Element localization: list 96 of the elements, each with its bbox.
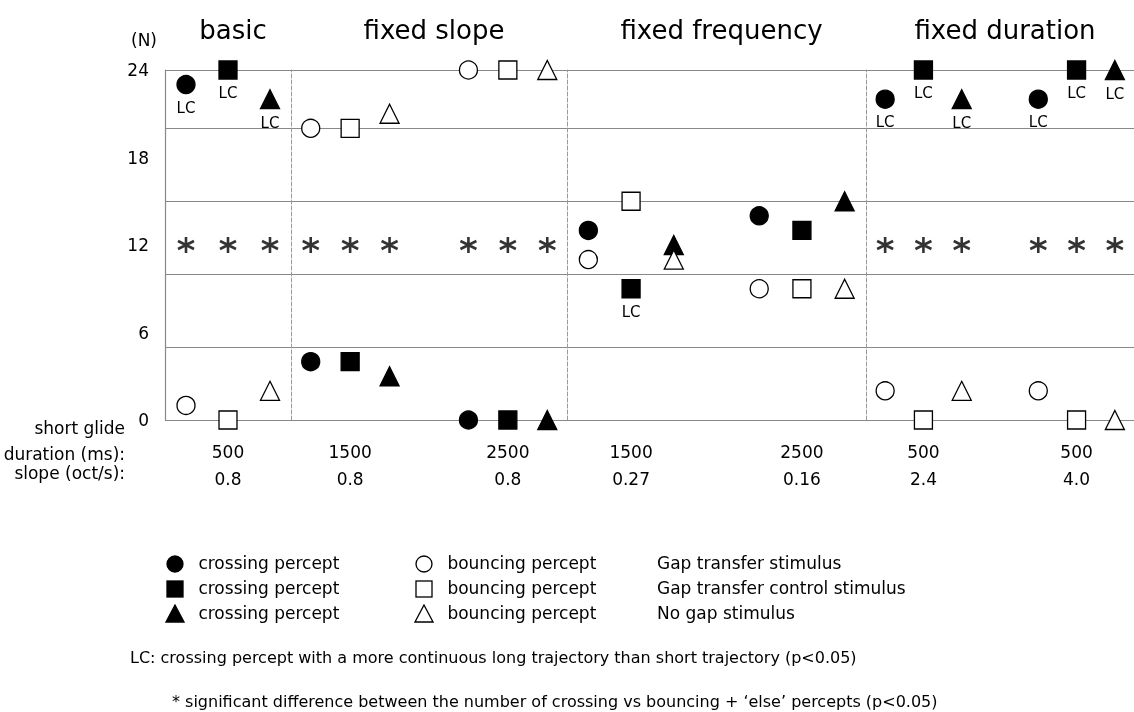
- data-label: LC: [260, 113, 280, 132]
- data-label: LC: [218, 84, 238, 103]
- point: [176, 395, 196, 416]
- legend-label: bouncing percept: [447, 603, 597, 623]
- legend-label: bouncing percept: [447, 553, 597, 573]
- legend-label: bouncing percept: [447, 578, 597, 598]
- point: [578, 249, 599, 270]
- point: [1066, 60, 1087, 80]
- point: [380, 235, 399, 255]
- point: [259, 89, 281, 110]
- legend-label: crossing percept: [198, 603, 340, 623]
- point: [218, 60, 238, 80]
- point: [663, 249, 684, 270]
- text: slope (oct/s):: [14, 463, 125, 483]
- point: [914, 235, 933, 255]
- point: [176, 235, 196, 255]
- data-label: LC: [621, 302, 641, 321]
- text: Gap transfer control stimulus: [657, 578, 906, 598]
- point: [834, 278, 855, 299]
- x-tick-label: 2500 0.16: [780, 441, 824, 489]
- x-tick-label: 1500 0.8: [328, 441, 372, 489]
- point: [176, 74, 196, 95]
- chart-title: fixed duration: [914, 15, 1096, 45]
- point: [301, 118, 321, 138]
- point: [1105, 235, 1125, 255]
- point: [537, 59, 558, 81]
- chart-title: fixed slope: [363, 15, 505, 45]
- x-tick-label: 500 4.0: [1060, 441, 1093, 489]
- point: [379, 103, 400, 124]
- point: [340, 352, 360, 372]
- point: [218, 235, 238, 255]
- point: [301, 235, 321, 255]
- point: [340, 118, 360, 138]
- x-tick-label: 500 0.8: [211, 441, 245, 489]
- point: [951, 380, 972, 401]
- legend-label: crossing percept: [198, 553, 340, 573]
- point: [621, 191, 641, 211]
- point: [875, 89, 895, 109]
- point: [1104, 59, 1126, 81]
- data-label: LC: [952, 113, 972, 132]
- point: [458, 60, 479, 80]
- chart-title: fixed frequency: [620, 15, 823, 45]
- point: [578, 220, 599, 241]
- data-label: LC: [875, 113, 895, 132]
- text: * significant difference between the number of crossing vs bouncing + ‘else’ percepts (p<0.05): [172, 692, 938, 712]
- point: [621, 279, 641, 299]
- point: [340, 235, 360, 255]
- point: [301, 352, 321, 372]
- point: [1028, 89, 1048, 109]
- point: [458, 410, 479, 430]
- point: [259, 380, 281, 401]
- point: [749, 279, 769, 299]
- x-tick-label: 1500 0.27: [609, 441, 653, 489]
- point: [218, 410, 238, 430]
- point: [379, 366, 400, 387]
- point: [875, 381, 895, 401]
- data-label: LC: [1105, 84, 1125, 103]
- text: No gap stimulus: [657, 603, 795, 623]
- text: LC: crossing percept with a more continuous long trajectory than short trajectory (p<0.05): [130, 648, 857, 668]
- data-label: LC: [1028, 113, 1048, 132]
- data-label: LC: [176, 98, 196, 117]
- point: [913, 410, 934, 430]
- data-label: LC: [1067, 84, 1086, 103]
- point: [1028, 235, 1048, 255]
- point: [498, 60, 518, 80]
- text: short glide duration (ms):: [3, 418, 125, 464]
- point: [260, 235, 280, 255]
- y-tick-label: 6: [138, 322, 149, 343]
- y-tick-label: 12: [127, 235, 149, 255]
- point: [749, 206, 769, 226]
- point: [537, 235, 557, 255]
- point: [1104, 409, 1126, 431]
- point: [1067, 235, 1086, 255]
- y-tick-label: 0: [138, 410, 149, 430]
- point: [952, 235, 972, 255]
- legend-label: crossing percept: [198, 578, 340, 598]
- y-tick-label: 18: [127, 147, 149, 168]
- point: [498, 235, 518, 255]
- y-tick-label: 24: [127, 60, 149, 80]
- point: [834, 191, 855, 212]
- data-label: LC: [914, 84, 933, 103]
- point: [1066, 410, 1087, 430]
- point: [792, 220, 812, 241]
- point: [951, 89, 972, 110]
- point: [459, 235, 478, 255]
- point: [498, 410, 518, 430]
- text: Gap transfer stimulus: [657, 553, 842, 573]
- y-axis-title: (N): [131, 29, 157, 50]
- x-tick-label: 2500 0.8: [486, 441, 530, 489]
- x-tick-label: 500 2.4: [907, 441, 940, 489]
- point: [537, 409, 558, 431]
- chart-title: basic: [199, 15, 267, 45]
- point: [792, 279, 812, 299]
- point: [913, 60, 934, 80]
- point: [1028, 381, 1048, 401]
- point: [875, 235, 895, 255]
